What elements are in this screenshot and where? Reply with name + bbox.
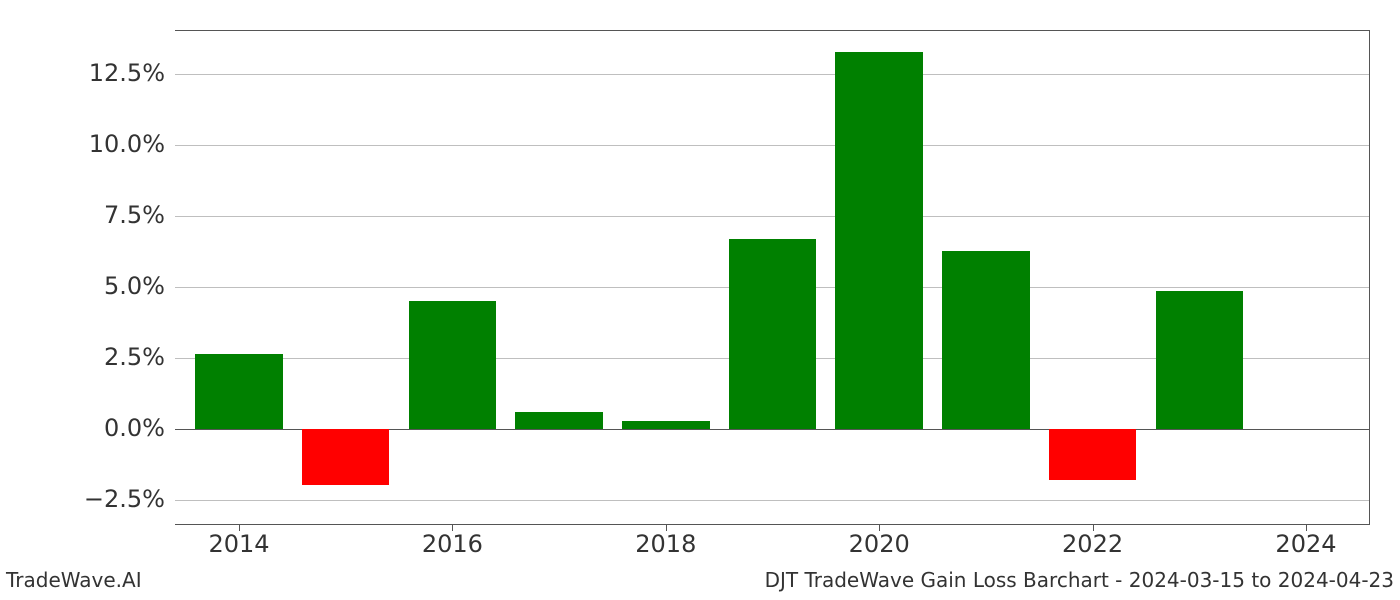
y-tick-label: 0.0% — [104, 414, 165, 442]
x-tick-label: 2018 — [635, 530, 696, 558]
bar — [835, 52, 922, 429]
x-tick-mark — [239, 525, 240, 531]
x-tick-label: 2020 — [849, 530, 910, 558]
y-tick-label: 5.0% — [104, 272, 165, 300]
x-tick-mark — [1093, 525, 1094, 531]
grid-line — [175, 74, 1369, 75]
y-tick-label: 2.5% — [104, 343, 165, 371]
bar — [195, 354, 282, 429]
grid-line — [175, 216, 1369, 217]
footer-brand: TradeWave.AI — [6, 568, 142, 592]
y-tick-label: 10.0% — [89, 130, 165, 158]
x-tick-mark — [879, 525, 880, 531]
bar — [515, 412, 602, 429]
bar — [1049, 429, 1136, 480]
bar — [302, 429, 389, 484]
grid-line — [175, 145, 1369, 146]
y-tick-label: 7.5% — [104, 201, 165, 229]
y-tick-label: 12.5% — [89, 59, 165, 87]
x-tick-mark — [666, 525, 667, 531]
bar — [622, 421, 709, 430]
bar — [1156, 291, 1243, 429]
x-tick-mark — [1306, 525, 1307, 531]
bar — [942, 251, 1029, 429]
x-tick-label: 2016 — [422, 530, 483, 558]
x-tick-label: 2014 — [208, 530, 269, 558]
bar — [729, 239, 816, 430]
footer-caption: DJT TradeWave Gain Loss Barchart - 2024-… — [765, 568, 1394, 592]
bar — [409, 301, 496, 429]
x-tick-label: 2022 — [1062, 530, 1123, 558]
x-tick-label: 2024 — [1275, 530, 1336, 558]
chart-plot-area — [175, 30, 1370, 525]
y-tick-label: −2.5% — [84, 485, 165, 513]
grid-line — [175, 500, 1369, 501]
x-tick-mark — [452, 525, 453, 531]
